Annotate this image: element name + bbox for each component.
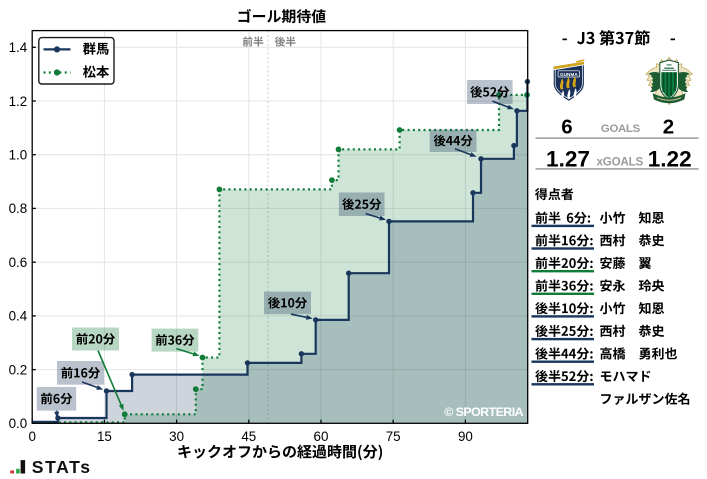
svg-text:30: 30 [169, 429, 184, 444]
svg-text:6: 6 [561, 115, 572, 138]
svg-text:1.22: 1.22 [648, 146, 692, 171]
svg-text:STATs: STATs [32, 457, 92, 477]
svg-text:GOALS: GOALS [601, 123, 641, 135]
svg-text:GUNMA: GUNMA [560, 72, 578, 77]
svg-text:0.8: 0.8 [9, 201, 28, 216]
svg-text:0.0: 0.0 [9, 416, 28, 431]
svg-text:xGOALS: xGOALS [597, 155, 644, 168]
svg-text:0.4: 0.4 [9, 309, 28, 324]
svg-text:15: 15 [97, 429, 112, 444]
svg-text:45: 45 [241, 429, 256, 444]
svg-text:75: 75 [386, 429, 401, 444]
svg-text:60: 60 [314, 429, 329, 444]
svg-text:1.4: 1.4 [9, 40, 28, 55]
svg-text:0.2: 0.2 [9, 362, 28, 377]
svg-text:© SPORTERIA: © SPORTERIA [444, 405, 523, 419]
svg-text:2: 2 [663, 115, 674, 138]
svg-text:1.0: 1.0 [9, 148, 28, 163]
svg-text:1.2: 1.2 [9, 94, 28, 109]
svg-text:1.27: 1.27 [546, 146, 590, 171]
svg-text:0: 0 [28, 429, 35, 444]
svg-text:90: 90 [458, 429, 473, 444]
svg-text:0.6: 0.6 [9, 255, 28, 270]
